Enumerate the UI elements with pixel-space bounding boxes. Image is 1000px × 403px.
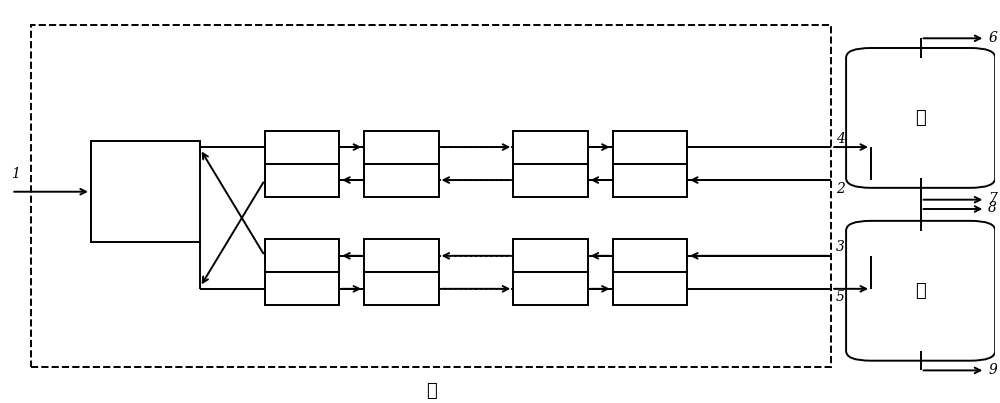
Bar (91, 141, 200, 242)
Text: 2: 2 (836, 182, 845, 195)
Text: 3: 3 (836, 240, 845, 254)
Bar (613, 164, 687, 197)
Bar (513, 164, 588, 197)
Text: 9: 9 (988, 364, 997, 377)
Text: 5: 5 (836, 291, 845, 304)
Bar (364, 239, 439, 272)
Text: ③: ③ (915, 282, 926, 300)
Text: ②: ② (915, 109, 926, 127)
Bar (31, 25, 831, 366)
Text: 8: 8 (988, 201, 997, 215)
Bar (364, 164, 439, 197)
Text: 7: 7 (988, 192, 997, 206)
Bar (265, 131, 339, 164)
Bar (364, 272, 439, 305)
Text: 4: 4 (836, 131, 845, 145)
FancyBboxPatch shape (846, 221, 995, 361)
Text: ①: ① (426, 382, 437, 400)
Text: 6: 6 (988, 31, 997, 45)
Text: 1: 1 (11, 167, 20, 181)
Bar (513, 131, 588, 164)
Bar (613, 239, 687, 272)
Bar (265, 239, 339, 272)
Bar (364, 131, 439, 164)
FancyBboxPatch shape (846, 48, 995, 188)
Bar (265, 272, 339, 305)
Bar (613, 131, 687, 164)
Bar (513, 239, 588, 272)
Bar (265, 164, 339, 197)
Bar (513, 272, 588, 305)
Bar (613, 272, 687, 305)
